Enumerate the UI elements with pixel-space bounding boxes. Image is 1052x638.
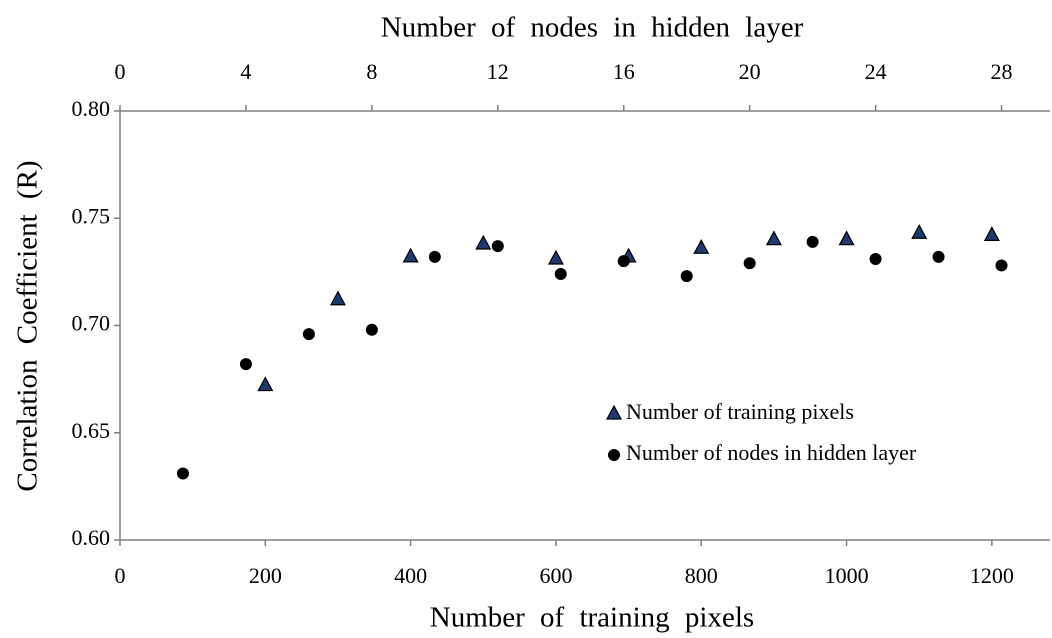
triangle-marker [257,376,274,392]
circle-marker [491,240,504,253]
triangle-marker [838,230,855,246]
triangle-marker [547,249,564,265]
x-tick-label: 200 [249,563,282,588]
x2-tick-label: 0 [115,59,126,84]
x-tick-label: 0 [115,563,126,588]
circle-marker [932,250,945,263]
circle-marker [743,257,756,270]
x2-tick-label: 4 [240,59,251,84]
triangle-marker [983,226,1000,242]
x2-tick-label: 12 [487,59,509,84]
y-tick-label: 0.80 [72,96,111,121]
triangle-marker [475,234,492,250]
triangle-marker [693,239,710,254]
x-tick-label: 800 [685,563,718,588]
triangle-marker [765,230,782,246]
x-tick-label: 400 [394,563,427,588]
legend-label: Number of training pixels [626,399,854,424]
x-tick-label: 1200 [970,563,1014,588]
circle-marker [554,268,567,281]
y-tick-label: 0.65 [72,418,111,443]
circle-marker [428,250,441,263]
x2-tick-label: 28 [991,59,1013,84]
legend-label: Number of nodes in hidden layer [626,440,917,465]
x-tick-label: 1000 [825,563,869,588]
x2-tick-label: 8 [366,59,377,84]
y-axis-title: Correlation Coefficient (R) [12,160,44,491]
circle-marker [302,328,315,341]
y-tick-label: 0.70 [72,311,111,336]
triangle-marker [911,223,928,239]
circle-marker [680,270,693,283]
circle-marker [995,259,1008,272]
x-tick-label: 600 [539,563,572,588]
y-tick-label: 0.60 [72,525,111,550]
triangle-marker [402,247,419,263]
triangle-marker [605,404,623,420]
circle-marker [617,255,630,268]
circle-marker [365,323,378,336]
x2-axis-title: Number of nodes in hidden layer [381,12,804,44]
x-axis-title: Number of training pixels [430,602,754,634]
circle-marker [608,449,620,461]
x2-tick-label: 24 [865,59,887,84]
x2-tick-label: 20 [739,59,761,84]
circle-marker [806,235,819,248]
y-tick-label: 0.75 [72,203,111,228]
circle-marker [176,467,189,480]
circle-marker [869,253,882,266]
x2-tick-label: 16 [613,59,635,84]
triangle-marker [329,290,346,306]
circle-marker [239,358,252,371]
